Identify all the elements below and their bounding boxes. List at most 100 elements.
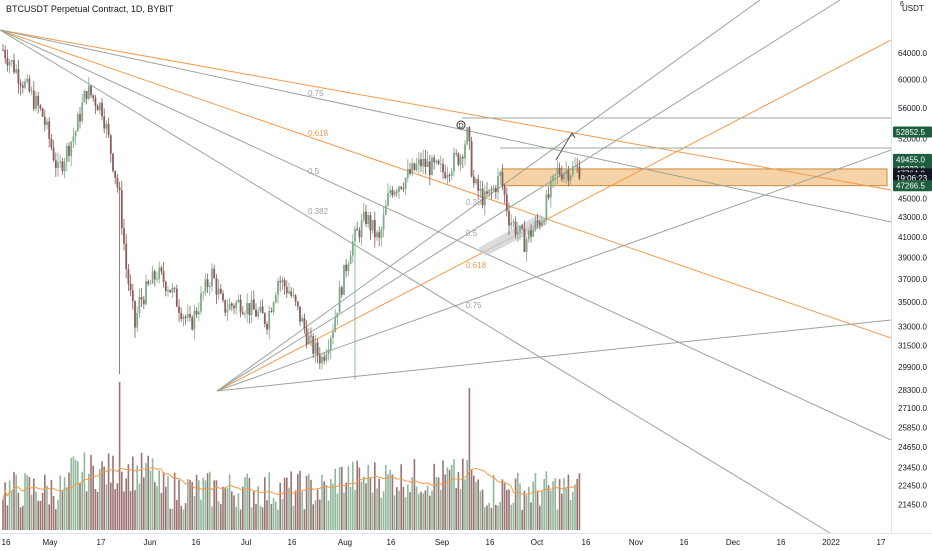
candle-body — [354, 229, 356, 242]
volume-bar — [400, 464, 402, 530]
price-axis[interactable] — [891, 0, 932, 533]
candle-body — [380, 229, 383, 238]
candle-body — [248, 303, 251, 315]
volume-bar — [55, 509, 57, 530]
candle-body — [343, 264, 345, 295]
volume-bar — [325, 484, 328, 530]
volume-bar — [88, 473, 90, 530]
volume-bar — [19, 507, 22, 530]
volume-bar — [239, 509, 242, 530]
candle-body — [158, 267, 161, 280]
volume-bar — [270, 503, 273, 530]
volume-bar — [195, 474, 198, 530]
candle-body — [208, 286, 211, 288]
candle-body — [497, 176, 499, 193]
volume-bar — [50, 479, 53, 530]
candle-body — [336, 312, 339, 318]
volume-bar — [576, 478, 578, 530]
volume-bar — [103, 466, 105, 530]
candle-body — [246, 303, 249, 314]
volume-bar — [407, 484, 409, 530]
candle-body — [255, 309, 257, 317]
candle-body — [406, 169, 409, 178]
volume-bar — [558, 479, 561, 530]
candle-body — [206, 279, 209, 288]
candle-body — [398, 186, 400, 192]
volume-bar — [143, 477, 145, 530]
volume-bar — [319, 499, 321, 530]
candle-body — [217, 288, 220, 295]
candle-body — [530, 230, 532, 237]
volume-bar — [255, 503, 257, 530]
volume-bar — [63, 477, 66, 530]
fib-fan-line — [0, 29, 892, 441]
candle-body — [334, 317, 337, 332]
volume-bar — [431, 490, 433, 530]
volume-bar — [228, 474, 231, 530]
volume-bar — [224, 488, 226, 530]
candle-body — [303, 318, 306, 329]
currency-unit: USDT — [902, 4, 924, 13]
candle-body — [39, 105, 42, 109]
volume-bar — [365, 483, 367, 530]
candle-body — [325, 354, 328, 361]
volume-bar — [514, 478, 517, 530]
volume-bar — [22, 505, 24, 530]
volume-bar — [561, 493, 563, 530]
volume-bar — [253, 491, 255, 530]
candle-body — [211, 268, 213, 287]
candle-body — [435, 160, 438, 163]
candle-body — [228, 303, 231, 310]
candle-body — [576, 166, 579, 168]
candle-body — [266, 323, 268, 330]
volume-bar — [554, 478, 556, 530]
volume-bar — [378, 478, 380, 530]
candle-body — [175, 288, 178, 307]
candle-body — [574, 166, 576, 168]
volume-bar — [167, 476, 169, 530]
volume-bar — [44, 474, 46, 530]
candle-body — [92, 95, 95, 98]
candle-body — [327, 349, 330, 355]
candle-body — [68, 145, 70, 156]
volume-bar — [140, 452, 143, 530]
candle-body — [299, 306, 301, 322]
candle-body — [239, 299, 242, 313]
volume-bar — [13, 471, 15, 530]
candle-body — [481, 188, 484, 206]
volume-bar — [517, 472, 519, 530]
volume-bar — [147, 455, 149, 530]
candle-body — [563, 173, 565, 180]
candle-body — [305, 328, 308, 345]
volume-bar — [226, 488, 229, 530]
candle-body — [490, 189, 493, 191]
volume-bar — [101, 461, 103, 530]
volume-bar — [6, 505, 9, 530]
candle-body — [486, 191, 488, 194]
candle-body — [233, 305, 235, 309]
volume-bar — [387, 474, 389, 530]
candle-body — [521, 225, 524, 229]
candle-body — [371, 220, 374, 231]
volume-bar — [288, 487, 290, 530]
volume-bar — [356, 460, 358, 530]
candle-body — [424, 158, 427, 168]
candle-body — [415, 164, 418, 170]
time-axis[interactable] — [0, 533, 932, 551]
candle-body — [442, 163, 444, 173]
candle-body — [114, 170, 117, 178]
candle-body — [444, 172, 447, 178]
volume-bar — [110, 482, 112, 530]
candle-body — [307, 335, 310, 345]
volume-bar — [266, 500, 268, 530]
volume-bar — [154, 481, 156, 530]
candle-body — [8, 61, 11, 66]
volume-bar — [484, 506, 486, 530]
volume-bar — [367, 464, 369, 530]
fib-level-label: 0.75 — [466, 301, 482, 310]
candle-body — [536, 220, 539, 223]
candle-body — [252, 299, 255, 310]
candle-body — [400, 186, 403, 189]
